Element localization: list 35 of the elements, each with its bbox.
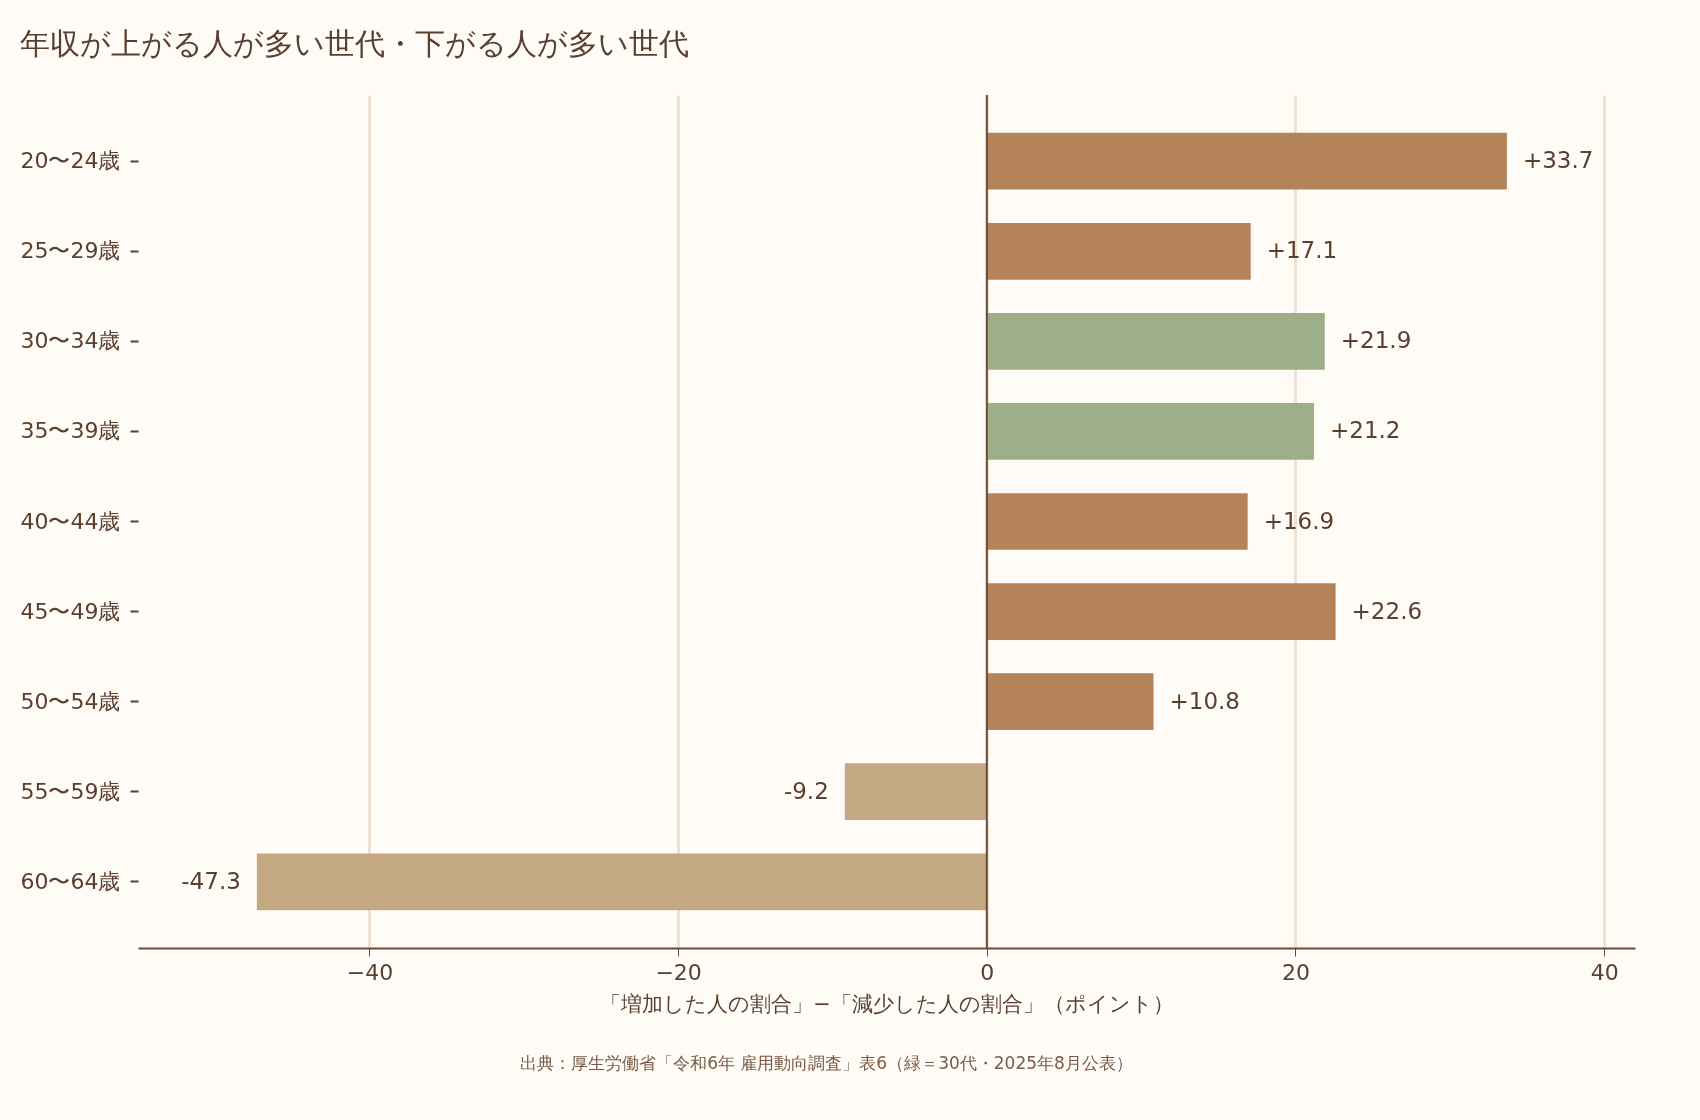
y-tick-label: 55〜59歳: [20, 778, 121, 804]
bar: [986, 673, 1154, 731]
x-tick-label: −40: [346, 959, 394, 985]
data-label: -9.2: [783, 777, 829, 804]
data-label: +10.8: [1169, 687, 1240, 714]
bar: [986, 312, 1325, 370]
y-tick-label: 35〜39歳: [20, 418, 121, 444]
y-tick-label: 60〜64歳: [20, 868, 121, 894]
x-tick-label: 0: [980, 959, 995, 985]
y-tick-label: 40〜44歳: [20, 508, 121, 534]
chart-title: 年収が上がる人が多い世代・下がる人が多い世代: [20, 26, 690, 61]
data-label: +33.7: [1522, 147, 1594, 174]
bar: [986, 583, 1336, 640]
y-tick-label: 25〜29歳: [20, 238, 121, 264]
y-tick-label: 45〜49歳: [20, 598, 121, 624]
y-tick-label: 20〜24歳: [20, 148, 121, 174]
data-label: -47.3: [181, 867, 241, 894]
bar: [986, 132, 1507, 190]
data-label: +17.1: [1266, 237, 1338, 264]
bar: [844, 763, 987, 821]
x-tick-label: −20: [655, 959, 702, 985]
x-axis-title: 「増加した人の割合」−「減少した人の割合」（ポイント）: [600, 991, 1174, 1016]
data-label: +21.9: [1340, 327, 1412, 354]
data-label: +22.6: [1351, 597, 1423, 624]
data-label: +21.2: [1329, 417, 1401, 444]
x-tick-label: 20: [1281, 959, 1310, 985]
y-tick-label: 50〜54歳: [20, 688, 121, 714]
bar: [256, 853, 987, 911]
data-label: +16.9: [1263, 507, 1335, 534]
bar: [986, 403, 1314, 460]
x-tick-label: 40: [1590, 959, 1619, 985]
bar: [986, 493, 1248, 550]
y-tick-label: 30〜34歳: [20, 328, 121, 354]
bar: [986, 222, 1251, 280]
source-note: 出典：厚生労働省「令和6年 雇用動向調査」表6（緑＝30代・2025年8月公表）: [520, 1053, 1133, 1073]
